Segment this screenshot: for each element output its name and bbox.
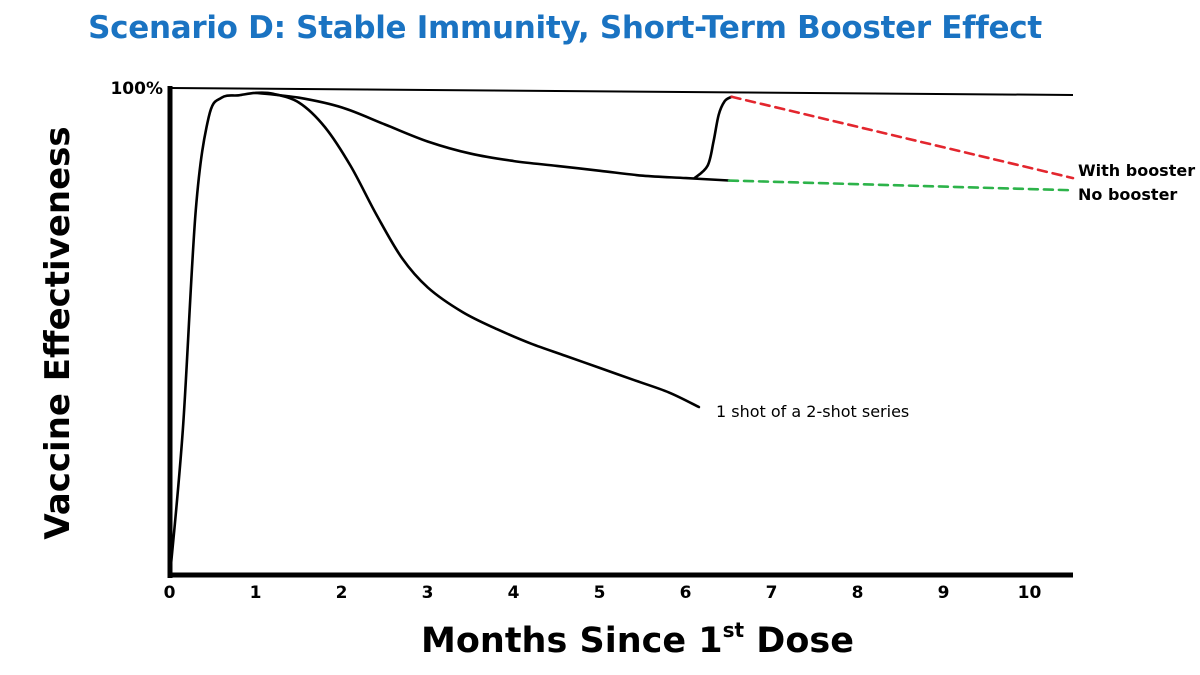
- y-tick-label: 100%: [110, 79, 163, 99]
- x-axis-label-suffix: Dose: [744, 621, 854, 661]
- x-tick-label: 1: [250, 583, 262, 603]
- annotations: 1 shot of a 2-shot series With booster No …: [716, 161, 1195, 421]
- x-tick-label: 3: [422, 583, 434, 603]
- x-axis-label: Months Since 1st Dose: [0, 618, 1200, 661]
- reference-line-100: [169, 87, 1074, 96]
- x-tick-label: 9: [938, 583, 950, 603]
- x-tick-label: 6: [680, 583, 692, 603]
- curve-two-shot: [254, 91, 731, 182]
- x-tick-label: 8: [852, 583, 864, 603]
- x-axis-ticks: 0 1 2 3 4 5 6 7 8 9 10 100%: [110, 79, 1041, 603]
- curve-one-shot: [168, 91, 701, 577]
- curve-with-booster: [730, 95, 1075, 180]
- curves: [168, 91, 1075, 577]
- y-axis-label: Vaccine Effectiveness: [38, 126, 78, 540]
- x-tick-label: 2: [336, 583, 348, 603]
- curve-booster-rise: [693, 95, 733, 180]
- chart-title: Scenario D: Stable Immunity, Short-Term …: [88, 10, 1042, 46]
- x-axis-label-superscript: st: [722, 618, 745, 642]
- annotation-no-booster: No booster: [1078, 185, 1177, 204]
- x-axis-label-text: Months Since 1: [421, 621, 723, 661]
- x-tick-label: 4: [508, 583, 520, 603]
- x-tick-label: 0: [164, 583, 176, 603]
- x-tick-label: 10: [1018, 583, 1042, 603]
- axes: [167, 86, 1074, 578]
- annotation-one-shot: 1 shot of a 2-shot series: [716, 402, 909, 421]
- curve-no-booster: [727, 179, 1075, 192]
- annotation-with-booster: With booster: [1078, 161, 1195, 180]
- x-tick-label: 5: [594, 583, 606, 603]
- x-tick-label: 7: [766, 583, 778, 603]
